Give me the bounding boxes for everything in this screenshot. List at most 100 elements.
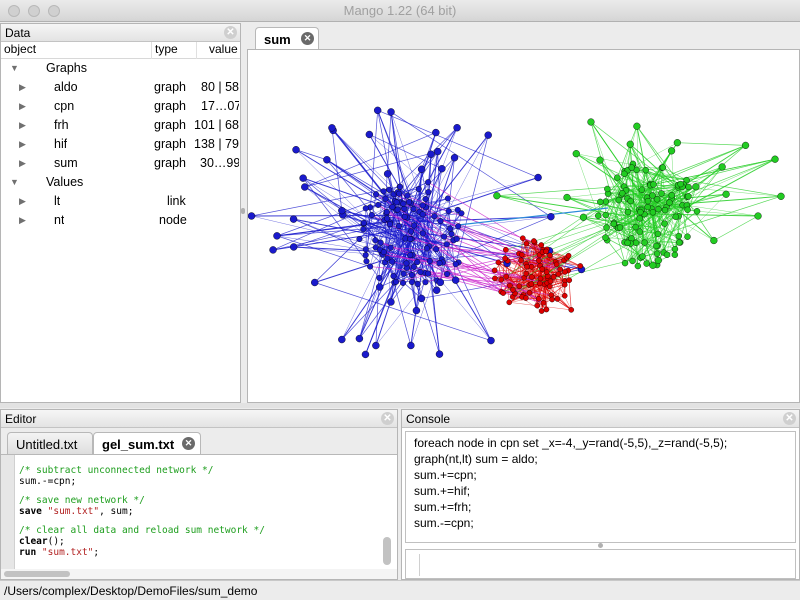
graph-node[interactable] xyxy=(554,296,561,302)
graph-node[interactable] xyxy=(387,298,395,306)
graph-node[interactable] xyxy=(543,269,550,275)
horizontal-scrollbar[interactable] xyxy=(4,571,70,577)
graph-node[interactable] xyxy=(435,350,444,358)
graph-node[interactable] xyxy=(410,263,417,270)
graph-node[interactable] xyxy=(673,139,681,147)
graph-node[interactable] xyxy=(684,206,691,213)
graph-node[interactable] xyxy=(639,253,646,260)
tree-group-graphs[interactable]: ▼ Graphs xyxy=(1,59,239,78)
graph-node[interactable] xyxy=(557,266,563,273)
horizontal-scroll-track[interactable] xyxy=(1,569,397,579)
graph-node[interactable] xyxy=(602,198,610,205)
horizontal-splitter[interactable] xyxy=(0,403,800,408)
graph-node[interactable] xyxy=(685,183,692,191)
graph-node[interactable] xyxy=(518,257,524,264)
network-graph[interactable] xyxy=(248,50,799,402)
graph-node[interactable] xyxy=(547,278,554,285)
graph-node[interactable] xyxy=(510,286,516,293)
tab-untitled[interactable]: Untitled.txt xyxy=(7,432,93,454)
graph-node[interactable] xyxy=(386,186,393,193)
graph-node[interactable] xyxy=(407,228,414,235)
disclosure-collapsed-icon[interactable]: ▶ xyxy=(19,215,26,225)
graph-node[interactable] xyxy=(299,174,307,182)
graph-node[interactable] xyxy=(604,185,611,193)
graph-node[interactable] xyxy=(484,131,492,139)
graph-node[interactable] xyxy=(693,208,701,215)
graph-node[interactable] xyxy=(422,196,429,203)
graph-node[interactable] xyxy=(632,223,639,231)
graph-node[interactable] xyxy=(387,108,395,116)
tab-gel-sum[interactable]: gel_sum.txt ✕ xyxy=(93,432,201,454)
graph-node[interactable] xyxy=(671,245,679,253)
graph-canvas[interactable] xyxy=(247,49,800,403)
console-output[interactable]: foreach node in cpn set _x=-4,_y=rand(-5… xyxy=(405,431,796,543)
graph-node[interactable] xyxy=(407,236,414,243)
graph-node[interactable] xyxy=(292,146,300,154)
close-icon[interactable]: ✕ xyxy=(224,26,237,39)
close-icon[interactable]: ✕ xyxy=(783,412,796,425)
graph-node[interactable] xyxy=(433,246,440,253)
column-header-object[interactable]: object xyxy=(4,42,37,56)
console-input[interactable] xyxy=(405,549,796,579)
graph-node[interactable] xyxy=(436,260,443,267)
graph-node[interactable] xyxy=(426,258,433,265)
graph-node[interactable] xyxy=(653,242,660,250)
graph-node[interactable] xyxy=(610,220,617,228)
graph-node[interactable] xyxy=(360,219,367,226)
graph-node[interactable] xyxy=(741,141,750,149)
graph-node[interactable] xyxy=(361,350,370,359)
graph-node[interactable] xyxy=(677,180,684,188)
graph-node[interactable] xyxy=(380,249,387,256)
graph-node[interactable] xyxy=(649,209,657,216)
graph-node[interactable] xyxy=(458,210,465,217)
graph-node[interactable] xyxy=(633,122,641,130)
graph-node[interactable] xyxy=(395,223,402,230)
graph-node[interactable] xyxy=(624,208,632,216)
graph-node[interactable] xyxy=(431,213,438,220)
graph-node[interactable] xyxy=(561,292,568,299)
graph-node[interactable] xyxy=(553,261,560,268)
graph-node[interactable] xyxy=(534,302,541,309)
graph-node[interactable] xyxy=(401,213,408,220)
close-icon[interactable]: ✕ xyxy=(381,412,394,425)
tree-item-cpn[interactable]: ▶ cpn graph 17…07 xyxy=(1,97,239,116)
graph-node[interactable] xyxy=(372,341,380,350)
disclosure-expanded-icon[interactable]: ▼ xyxy=(10,63,19,73)
graph-node[interactable] xyxy=(338,206,346,215)
graph-node[interactable] xyxy=(414,281,421,288)
code-editor[interactable]: /* subtract unconnected network */ sum.-… xyxy=(15,455,395,569)
graph-node[interactable] xyxy=(362,252,369,259)
graph-node[interactable] xyxy=(528,281,535,287)
graph-node[interactable] xyxy=(382,195,389,202)
graph-node[interactable] xyxy=(419,202,426,209)
graph-node[interactable] xyxy=(454,206,461,213)
graph-node[interactable] xyxy=(614,174,621,181)
disclosure-collapsed-icon[interactable]: ▶ xyxy=(19,101,26,111)
graph-node[interactable] xyxy=(406,198,413,205)
graph-node[interactable] xyxy=(649,192,656,199)
graph-node[interactable] xyxy=(649,261,657,269)
graph-node[interactable] xyxy=(436,278,445,287)
graph-node[interactable] xyxy=(425,189,432,196)
graph-node[interactable] xyxy=(519,235,526,242)
disclosure-collapsed-icon[interactable]: ▶ xyxy=(19,196,26,206)
minimize-window-button[interactable] xyxy=(28,5,40,17)
graph-node[interactable] xyxy=(535,295,542,302)
zoom-window-button[interactable] xyxy=(48,5,60,17)
graph-node[interactable] xyxy=(269,246,277,254)
graph-node[interactable] xyxy=(627,197,634,205)
graph-node[interactable] xyxy=(561,281,568,288)
graph-node[interactable] xyxy=(624,239,631,247)
graph-node[interactable] xyxy=(400,270,407,277)
graph-node[interactable] xyxy=(407,341,415,350)
graph-node[interactable] xyxy=(273,232,281,240)
graph-node[interactable] xyxy=(671,251,679,258)
graph-node[interactable] xyxy=(555,271,562,277)
graph-node[interactable] xyxy=(355,334,364,343)
graph-node[interactable] xyxy=(443,241,450,248)
graph-node[interactable] xyxy=(389,204,396,211)
graph-node[interactable] xyxy=(771,155,779,163)
graph-node[interactable] xyxy=(500,290,507,296)
graph-node[interactable] xyxy=(432,286,441,294)
graph-node[interactable] xyxy=(375,201,382,208)
